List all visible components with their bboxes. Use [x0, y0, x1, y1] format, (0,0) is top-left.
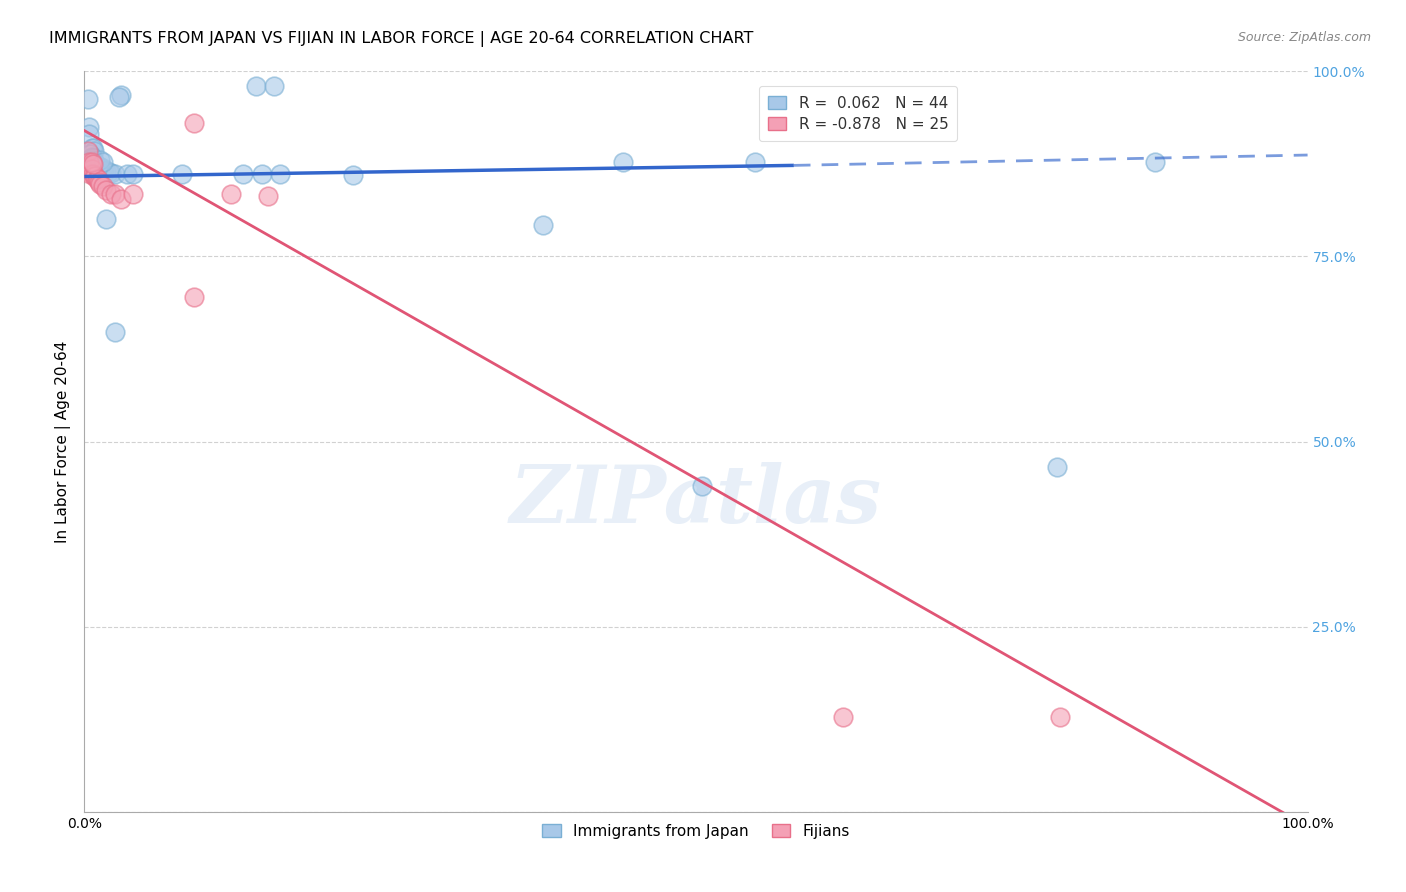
Point — [110, 88, 132, 103]
Point — [96, 183, 118, 197]
Point — [172, 167, 194, 181]
Point — [110, 192, 132, 206]
Point — [80, 162, 103, 177]
Point — [183, 116, 205, 130]
Point — [83, 144, 105, 158]
Y-axis label: In Labor Force | Age 20-64: In Labor Force | Age 20-64 — [55, 341, 72, 542]
Point — [77, 93, 100, 107]
Point — [93, 162, 115, 177]
Text: IMMIGRANTS FROM JAPAN VS FIJIAN IN LABOR FORCE | AGE 20-64 CORRELATION CHART: IMMIGRANTS FROM JAPAN VS FIJIAN IN LABOR… — [49, 31, 754, 47]
Point — [86, 171, 108, 186]
Legend: Immigrants from Japan, Fijians: Immigrants from Japan, Fijians — [536, 817, 856, 845]
Point — [97, 165, 120, 179]
Point — [232, 167, 254, 181]
Point — [82, 151, 104, 165]
Point — [91, 179, 114, 194]
Point — [77, 120, 100, 134]
Point — [86, 159, 108, 173]
Point — [89, 153, 111, 168]
Point — [79, 167, 101, 181]
Point — [80, 154, 103, 169]
Point — [82, 140, 104, 154]
Point — [87, 159, 110, 173]
Point — [87, 161, 110, 175]
Point — [83, 154, 105, 169]
Point — [245, 79, 267, 94]
Point — [104, 325, 127, 339]
Point — [122, 167, 145, 181]
Point — [84, 158, 107, 172]
Point — [1046, 460, 1069, 475]
Text: ZIPatlas: ZIPatlas — [510, 462, 882, 540]
Point — [82, 157, 104, 171]
Point — [82, 167, 104, 181]
Point — [744, 154, 766, 169]
Point — [263, 79, 285, 94]
Point — [79, 147, 101, 161]
Point — [219, 186, 242, 201]
Point — [831, 710, 853, 724]
Point — [250, 167, 273, 181]
Point — [104, 167, 127, 181]
Point — [100, 166, 122, 180]
Point — [183, 290, 205, 304]
Point — [1143, 154, 1166, 169]
Point — [96, 212, 118, 227]
Point — [77, 144, 100, 158]
Point — [612, 155, 634, 169]
Point — [87, 175, 110, 190]
Point — [82, 153, 104, 168]
Point — [690, 479, 713, 493]
Point — [531, 218, 554, 232]
Point — [257, 188, 280, 202]
Point — [87, 171, 110, 186]
Point — [80, 149, 103, 163]
Point — [100, 186, 122, 201]
Point — [122, 186, 145, 201]
Point — [84, 169, 107, 184]
Point — [77, 128, 100, 142]
Point — [91, 161, 114, 176]
Point — [89, 177, 111, 191]
Point — [104, 186, 127, 201]
Point — [107, 89, 129, 103]
Point — [342, 168, 364, 182]
Point — [77, 154, 100, 169]
Point — [80, 140, 103, 154]
Point — [96, 164, 118, 178]
Point — [1049, 710, 1071, 724]
Point — [89, 161, 111, 175]
Point — [115, 167, 138, 181]
Text: Source: ZipAtlas.com: Source: ZipAtlas.com — [1237, 31, 1371, 45]
Point — [91, 155, 114, 169]
Point — [83, 169, 105, 184]
Point — [84, 156, 107, 170]
Point — [269, 167, 291, 181]
